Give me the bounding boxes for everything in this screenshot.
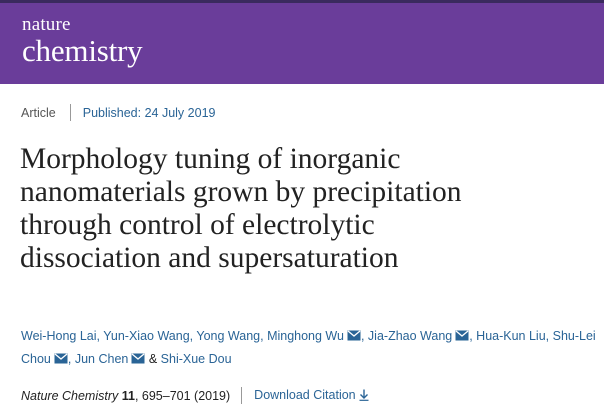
- author-separator: &: [145, 352, 161, 366]
- title-line: Morphology tuning of inorganic: [20, 143, 401, 175]
- author-separator: ,: [67, 352, 75, 366]
- citation: Nature Chemistry 11, 695–701 (2019): [21, 389, 230, 403]
- author-separator: ,: [360, 329, 368, 343]
- author-link[interactable]: Yong Wang: [196, 329, 261, 343]
- citation-journal: Nature Chemistry: [21, 388, 119, 403]
- author-link[interactable]: Hua-Kun Liu: [476, 329, 546, 343]
- author-link[interactable]: Jun Chen: [74, 352, 129, 366]
- author-link[interactable]: Jia-Zhao Wang: [367, 329, 453, 343]
- author-separator: ,: [545, 329, 553, 343]
- logo-nature: nature: [22, 14, 71, 35]
- title-line: nanomaterials grown by precipitation: [20, 176, 462, 208]
- logo-chemistry: chemistry: [22, 33, 143, 68]
- author-separator: ,: [189, 329, 197, 343]
- meta-divider: [69, 104, 71, 121]
- citation-volume: 11: [121, 388, 135, 403]
- citation-bar: Nature Chemistry 11, 695–701 (2019) Down…: [21, 387, 369, 404]
- author-link[interactable]: Yun-Xiao Wang: [103, 329, 190, 343]
- download-icon: [359, 389, 369, 404]
- mail-icon[interactable]: [54, 349, 68, 371]
- journal-logo[interactable]: nature chemistry: [22, 14, 143, 68]
- author-separator: ,: [260, 329, 268, 343]
- published-date[interactable]: Published: 24 July 2019: [82, 105, 216, 120]
- article-type: Article: [21, 105, 56, 120]
- author-link[interactable]: Shu-Lei Chou: [21, 329, 596, 366]
- article-title: Morphology tuning of inorganic nanomater…: [20, 143, 590, 275]
- title-line: dissociation and supersaturation: [20, 242, 399, 274]
- author-link[interactable]: Shi-Xue Dou: [160, 352, 232, 366]
- article-meta: Article Published: 24 July 2019: [21, 104, 215, 121]
- citation-pages: , 695–701 (2019): [134, 388, 231, 403]
- author-link[interactable]: Minghong Wu: [267, 329, 344, 343]
- title-line: through control of electrolytic: [20, 209, 375, 241]
- citation-divider: [241, 387, 243, 404]
- author-link[interactable]: Wei-Hong Lai: [21, 329, 97, 343]
- author-list: Wei-Hong Lai, Yun-Xiao Wang, Yong Wang, …: [21, 325, 601, 371]
- mail-icon[interactable]: [347, 326, 361, 348]
- author-separator: ,: [96, 329, 104, 343]
- mail-icon[interactable]: [131, 349, 145, 371]
- author-separator: ,: [469, 329, 477, 343]
- download-citation-link[interactable]: Download Citation: [254, 387, 369, 404]
- mail-icon[interactable]: [455, 326, 469, 348]
- download-citation-label: Download Citation: [254, 387, 356, 402]
- top-border: [0, 0, 604, 3]
- journal-header: nature chemistry: [0, 3, 604, 84]
